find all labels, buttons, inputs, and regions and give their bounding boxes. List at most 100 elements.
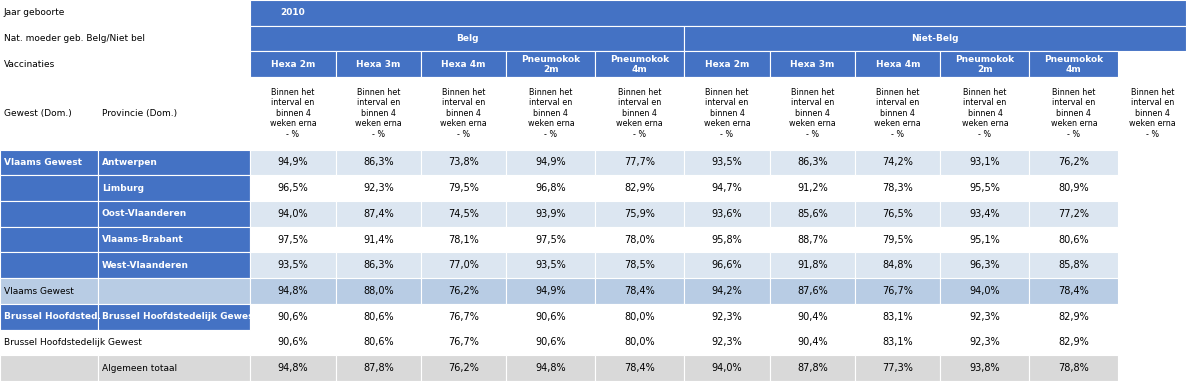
Bar: [595, 227, 684, 253]
Text: 80,6%: 80,6%: [363, 338, 394, 347]
Text: Binnen het
interval en
binnen 4
weken erna
- %: Binnen het interval en binnen 4 weken er…: [528, 88, 574, 139]
Bar: [770, 330, 855, 355]
Bar: [940, 201, 1029, 227]
Bar: [336, 175, 421, 201]
Text: 76,7%: 76,7%: [448, 312, 479, 322]
Text: 83,1%: 83,1%: [882, 338, 913, 347]
Bar: [1118, 77, 1186, 150]
Bar: [421, 51, 506, 77]
Bar: [506, 51, 595, 77]
Text: Jaar geboorte: Jaar geboorte: [4, 8, 65, 18]
Bar: [421, 278, 506, 304]
Bar: [1029, 253, 1118, 278]
Bar: [336, 253, 421, 278]
Bar: [684, 278, 770, 304]
Bar: [506, 175, 595, 201]
Bar: [855, 227, 940, 253]
Bar: [595, 355, 684, 381]
Text: Brussel Hoofdstedelijk Gewest: Brussel Hoofdstedelijk Gewest: [4, 338, 141, 347]
Text: Nat. moeder geb. Belg/Niet bel: Nat. moeder geb. Belg/Niet bel: [4, 34, 145, 43]
Bar: [250, 278, 336, 304]
Text: 82,9%: 82,9%: [1059, 312, 1089, 322]
Bar: [98, 227, 250, 253]
Bar: [855, 77, 940, 150]
Bar: [1029, 150, 1118, 175]
Bar: [595, 304, 684, 330]
Bar: [684, 150, 770, 175]
Text: 77,3%: 77,3%: [882, 363, 913, 373]
Bar: [770, 253, 855, 278]
Text: Niet-Belg: Niet-Belg: [911, 34, 959, 43]
Text: 78,4%: 78,4%: [1059, 286, 1089, 296]
Text: Vlaams Gewest: Vlaams Gewest: [4, 158, 82, 167]
Text: 94,2%: 94,2%: [712, 286, 742, 296]
Text: 94,8%: 94,8%: [278, 363, 308, 373]
Bar: [336, 51, 421, 77]
Bar: [770, 77, 855, 150]
Text: 77,2%: 77,2%: [1058, 209, 1090, 219]
Bar: [1029, 227, 1118, 253]
Bar: [336, 278, 421, 304]
Bar: [940, 77, 1029, 150]
Text: 74,2%: 74,2%: [882, 157, 913, 168]
Bar: [684, 330, 770, 355]
Text: 94,8%: 94,8%: [536, 363, 566, 373]
Bar: [855, 330, 940, 355]
Text: 80,6%: 80,6%: [363, 312, 394, 322]
Bar: [595, 330, 684, 355]
Bar: [940, 51, 1029, 77]
Text: Belg: Belg: [457, 34, 478, 43]
Bar: [684, 304, 770, 330]
Text: West-Vlaanderen: West-Vlaanderen: [102, 261, 189, 270]
Text: 91,4%: 91,4%: [363, 235, 394, 245]
Text: 94,8%: 94,8%: [278, 286, 308, 296]
Bar: [506, 253, 595, 278]
Bar: [250, 227, 336, 253]
Bar: [684, 201, 770, 227]
Text: 96,3%: 96,3%: [970, 260, 1000, 270]
Text: 93,5%: 93,5%: [712, 157, 742, 168]
Bar: [940, 304, 1029, 330]
Text: 85,6%: 85,6%: [797, 209, 828, 219]
Text: 92,3%: 92,3%: [712, 338, 742, 347]
Text: 78,4%: 78,4%: [625, 286, 655, 296]
Bar: [250, 150, 336, 175]
Bar: [595, 175, 684, 201]
Bar: [0, 330, 250, 355]
Text: 76,5%: 76,5%: [882, 209, 913, 219]
Text: Provincie (Dom.): Provincie (Dom.): [102, 109, 177, 118]
Bar: [1029, 51, 1118, 77]
Text: 90,4%: 90,4%: [797, 312, 828, 322]
Bar: [595, 201, 684, 227]
Bar: [250, 26, 684, 51]
Bar: [250, 355, 336, 381]
Bar: [336, 355, 421, 381]
Bar: [421, 253, 506, 278]
Bar: [595, 253, 684, 278]
Text: 97,5%: 97,5%: [278, 235, 308, 245]
Bar: [1029, 175, 1118, 201]
Text: 86,3%: 86,3%: [363, 157, 394, 168]
Text: 95,1%: 95,1%: [970, 235, 1000, 245]
Text: Algemeen totaal: Algemeen totaal: [102, 363, 177, 373]
Bar: [336, 304, 421, 330]
Text: 94,9%: 94,9%: [278, 157, 308, 168]
Text: 96,6%: 96,6%: [712, 260, 742, 270]
Bar: [855, 278, 940, 304]
Bar: [770, 227, 855, 253]
Bar: [770, 304, 855, 330]
Text: 84,8%: 84,8%: [882, 260, 913, 270]
Bar: [98, 355, 250, 381]
Text: Binnen het
interval en
binnen 4
weken erna
- %: Binnen het interval en binnen 4 weken er…: [1129, 88, 1175, 139]
Bar: [855, 51, 940, 77]
Text: Binnen het
interval en
binnen 4
weken erna
- %: Binnen het interval en binnen 4 weken er…: [440, 88, 487, 139]
Text: 76,2%: 76,2%: [448, 363, 479, 373]
Text: 96,8%: 96,8%: [536, 183, 566, 193]
Bar: [506, 330, 595, 355]
Text: 74,5%: 74,5%: [448, 209, 479, 219]
Text: 93,6%: 93,6%: [712, 209, 742, 219]
Bar: [421, 77, 506, 150]
Text: 97,5%: 97,5%: [535, 235, 567, 245]
Text: 96,5%: 96,5%: [278, 183, 308, 193]
Text: 76,2%: 76,2%: [1058, 157, 1090, 168]
